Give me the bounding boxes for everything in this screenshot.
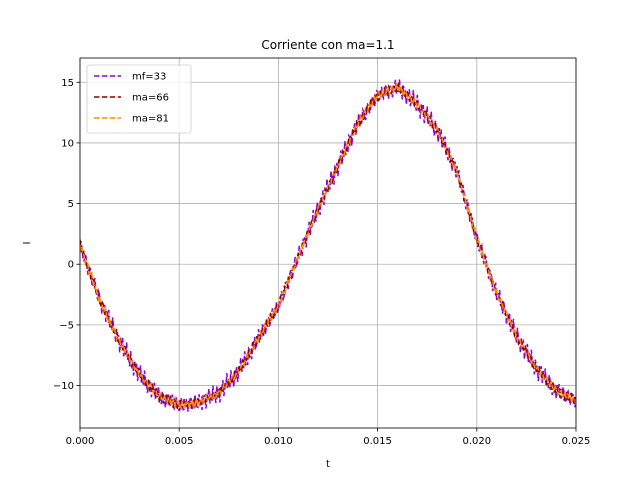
x-tick-label: 0.025 <box>562 436 591 447</box>
x-tick-label: 0.015 <box>363 436 392 447</box>
x-axis: 0.000 0.005 0.010 0.015 0.020 0.025 <box>66 428 591 447</box>
chart-title: Corriente con ma=1.1 <box>261 38 394 52</box>
y-tick-label: 5 <box>68 199 74 210</box>
y-axis-label: I <box>22 242 33 245</box>
grid <box>79 58 577 428</box>
y-tick-label: 10 <box>61 138 74 149</box>
y-tick-label: −5 <box>59 320 74 331</box>
x-tick-label: 0.005 <box>165 436 194 447</box>
x-tick-label: 0.010 <box>264 436 293 447</box>
plot-area <box>80 79 576 412</box>
legend-label: ma=81 <box>132 114 169 125</box>
y-tick-label: 0 <box>68 260 74 271</box>
legend-label: ma=66 <box>132 93 169 104</box>
y-axis: −10 −5 0 5 10 15 <box>53 78 80 392</box>
x-tick-label: 0.020 <box>462 436 491 447</box>
legend-box <box>86 64 192 134</box>
x-axis-label: t <box>326 459 330 470</box>
axes-frame <box>79 57 577 429</box>
series-line-3 <box>80 83 576 411</box>
legend: mf=33 ma=66 ma=81 <box>86 64 192 134</box>
x-tick-label: 0.000 <box>66 436 95 447</box>
y-tick-label: −10 <box>53 381 74 392</box>
y-tick-label: 15 <box>61 78 74 89</box>
legend-label: mf=33 <box>132 72 166 83</box>
